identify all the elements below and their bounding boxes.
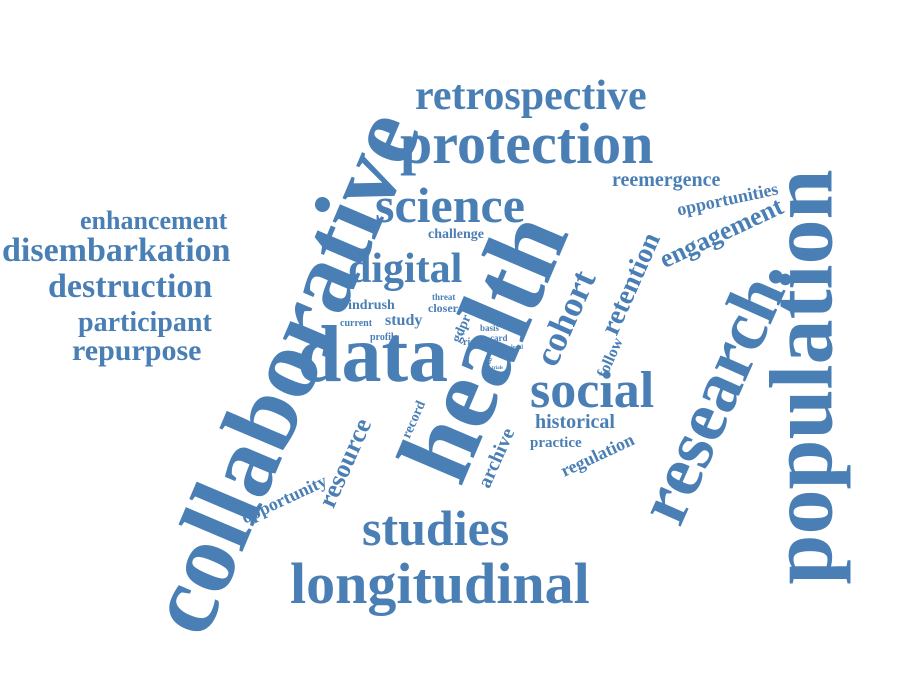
word-legal: legal bbox=[511, 345, 523, 351]
word-digital: digital bbox=[348, 246, 463, 292]
word-challenge: challenge bbox=[428, 227, 484, 242]
word-basis: basis bbox=[480, 323, 500, 333]
word-population: population bbox=[752, 169, 852, 585]
word-data: data bbox=[297, 311, 449, 399]
word-historical: historical bbox=[535, 411, 615, 433]
word-trials: trials bbox=[492, 366, 504, 371]
word-repurpose: repurpose bbox=[72, 334, 202, 367]
word-closer: closer bbox=[428, 301, 458, 315]
word-retention: retention bbox=[594, 227, 667, 340]
word-enhancement: enhancement bbox=[80, 206, 228, 235]
word-practice: practice bbox=[530, 435, 582, 451]
word-reemergence: reemergence bbox=[612, 169, 721, 191]
word-threat: threat bbox=[432, 292, 456, 302]
word-resource: resource bbox=[312, 413, 378, 512]
word-studies: studies bbox=[362, 500, 510, 556]
word-disembarkation: disembarkation bbox=[2, 232, 231, 269]
word-destruction: destruction bbox=[48, 268, 213, 305]
word-study: study bbox=[385, 312, 423, 329]
word-longitudinal: longitudinal bbox=[290, 551, 590, 616]
word-social: social bbox=[530, 362, 655, 419]
word-yes: yes bbox=[458, 332, 465, 337]
word-protection: protection bbox=[400, 111, 654, 176]
word-card: card bbox=[490, 333, 508, 343]
word-retrospective: retrospective bbox=[415, 73, 647, 119]
word-windrush: windrush bbox=[338, 298, 395, 313]
word-profile: profile bbox=[370, 332, 399, 343]
word-risk: risk bbox=[463, 337, 480, 348]
word-participant: participant bbox=[78, 307, 212, 338]
word-current: current bbox=[340, 318, 373, 329]
word-science: science bbox=[375, 177, 525, 233]
